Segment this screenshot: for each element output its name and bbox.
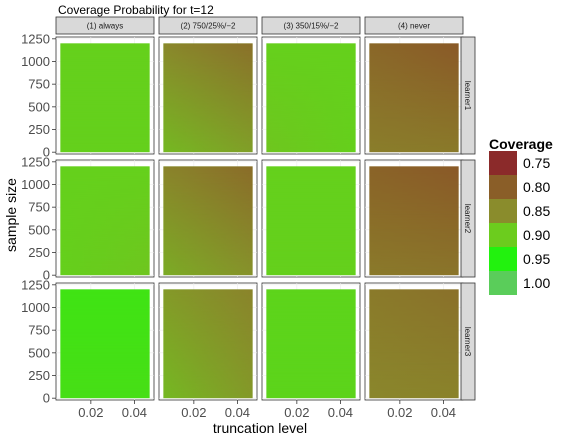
legend-swatch bbox=[489, 247, 517, 271]
x-tick-label: 0.04 bbox=[431, 405, 456, 420]
x-tick-label: 0.04 bbox=[122, 405, 147, 420]
y-tick-label: 750 bbox=[28, 200, 50, 215]
legend-label: 0.85 bbox=[523, 203, 550, 219]
y-tick-label: 250 bbox=[28, 122, 50, 137]
facet-panel bbox=[364, 36, 464, 155]
facet-panel bbox=[364, 159, 464, 278]
x-tick-label: 0.04 bbox=[328, 405, 353, 420]
y-tick-label: 0 bbox=[43, 268, 50, 283]
x-tick-label: 0.02 bbox=[181, 405, 206, 420]
column-strip-label: (4) never bbox=[398, 22, 430, 31]
row-strip-box bbox=[460, 159, 476, 278]
x-axis-title: truncation level bbox=[213, 420, 307, 436]
legend-swatch bbox=[489, 175, 517, 199]
x-tick-label: 0.02 bbox=[284, 405, 309, 420]
y-tick-label: 1250 bbox=[21, 154, 50, 169]
column-strip-box bbox=[55, 16, 155, 35]
y-tick-label: 250 bbox=[28, 245, 50, 260]
x-tick-label: 0.02 bbox=[387, 405, 412, 420]
legend-label: 0.90 bbox=[523, 227, 550, 243]
column-strip: (1) always bbox=[55, 16, 155, 35]
column-strip-box bbox=[261, 16, 361, 35]
y-tick-label: 750 bbox=[28, 77, 50, 92]
y-tick-label: 500 bbox=[28, 99, 50, 114]
legend-item: 0.75 bbox=[489, 151, 550, 175]
legend-item: 0.80 bbox=[489, 175, 550, 199]
facet-strips: learner1 learner2 learner3 (1) always (2) 75… bbox=[55, 16, 476, 401]
legend-item: 1.00 bbox=[489, 271, 550, 295]
y-tick-label: 0 bbox=[43, 145, 50, 160]
legend-keys: 0.75 0.80 0.85 0.90 0.95 1.00 bbox=[489, 151, 550, 295]
row-strip-label: learner3 bbox=[463, 327, 472, 357]
axes: 0250500750100012500250500750100012500250… bbox=[21, 31, 456, 420]
facet-panels bbox=[55, 36, 464, 401]
heat-tile-overlay bbox=[163, 289, 253, 399]
facet-panel bbox=[261, 282, 361, 401]
column-strip: (3) 350/15%/−2 bbox=[261, 16, 361, 35]
y-tick-label: 1000 bbox=[21, 300, 50, 315]
facet-panel bbox=[261, 159, 361, 278]
heat-tile-overlay bbox=[60, 43, 150, 153]
y-tick-label: 1000 bbox=[21, 54, 50, 69]
x-tick-label: 0.04 bbox=[225, 405, 250, 420]
heat-tile-overlay bbox=[369, 43, 459, 153]
legend-swatch bbox=[489, 151, 517, 175]
heat-tile-overlay bbox=[163, 43, 253, 153]
legend-label: 0.80 bbox=[523, 179, 550, 195]
y-tick-label: 1250 bbox=[21, 31, 50, 46]
y-tick-label: 500 bbox=[28, 345, 50, 360]
facet-panel bbox=[364, 282, 464, 401]
chart-title: Coverage Probability for t=12 bbox=[58, 3, 214, 17]
heat-tile-overlay bbox=[266, 43, 356, 153]
column-strip: (2) 750/25%/−2 bbox=[158, 16, 258, 35]
y-tick-label: 0 bbox=[43, 391, 50, 406]
y-tick-label: 1000 bbox=[21, 177, 50, 192]
y-tick-label: 1250 bbox=[21, 277, 50, 292]
legend-swatch bbox=[489, 199, 517, 223]
row-strip-label: learner2 bbox=[463, 204, 472, 234]
row-strip-label: learner1 bbox=[463, 81, 472, 111]
legend-item: 0.95 bbox=[489, 247, 550, 271]
legend-title: Coverage bbox=[489, 136, 553, 152]
heat-tile-overlay bbox=[266, 166, 356, 276]
facet-panel bbox=[55, 282, 155, 401]
facet-panel bbox=[158, 159, 258, 278]
column-strip-label: (2) 750/25%/−2 bbox=[181, 22, 236, 31]
row-strip-box bbox=[460, 282, 476, 401]
heat-tile-overlay bbox=[266, 289, 356, 399]
heat-tile-overlay bbox=[163, 166, 253, 276]
row-strip: learner3 bbox=[460, 282, 476, 401]
x-tick-label: 0.02 bbox=[78, 405, 103, 420]
row-strip: learner1 bbox=[460, 36, 476, 155]
column-strip-box bbox=[364, 16, 464, 35]
y-tick-label: 500 bbox=[28, 222, 50, 237]
facet-panel bbox=[55, 159, 155, 278]
heat-tile-overlay bbox=[60, 166, 150, 276]
heat-tile-overlay bbox=[369, 289, 459, 399]
column-strip-label: (3) 350/15%/−2 bbox=[284, 22, 339, 31]
legend-label: 1.00 bbox=[523, 275, 550, 291]
facet-panel bbox=[158, 282, 258, 401]
y-tick-label: 750 bbox=[28, 323, 50, 338]
facet-panel bbox=[261, 36, 361, 155]
legend-label: 0.75 bbox=[523, 155, 550, 171]
legend-item: 0.90 bbox=[489, 223, 550, 247]
legend-label: 0.95 bbox=[523, 251, 550, 267]
legend-swatch bbox=[489, 271, 517, 295]
column-strip-label: (1) always bbox=[87, 22, 123, 31]
y-axis-title: sample size bbox=[3, 178, 19, 252]
legend-item: 0.85 bbox=[489, 199, 550, 223]
facet-panel bbox=[55, 36, 155, 155]
column-strip: (4) never bbox=[364, 16, 464, 35]
legend: Coverage 0.75 0.80 0.85 0.90 0.95 1.00 bbox=[489, 136, 553, 295]
facet-panel bbox=[158, 36, 258, 155]
row-strip-box bbox=[460, 36, 476, 155]
heat-tile-overlay bbox=[369, 166, 459, 276]
legend-swatch bbox=[489, 223, 517, 247]
y-tick-label: 250 bbox=[28, 368, 50, 383]
row-strip: learner2 bbox=[460, 159, 476, 278]
heat-tile-overlay bbox=[60, 289, 150, 399]
column-strip-box bbox=[158, 16, 258, 35]
